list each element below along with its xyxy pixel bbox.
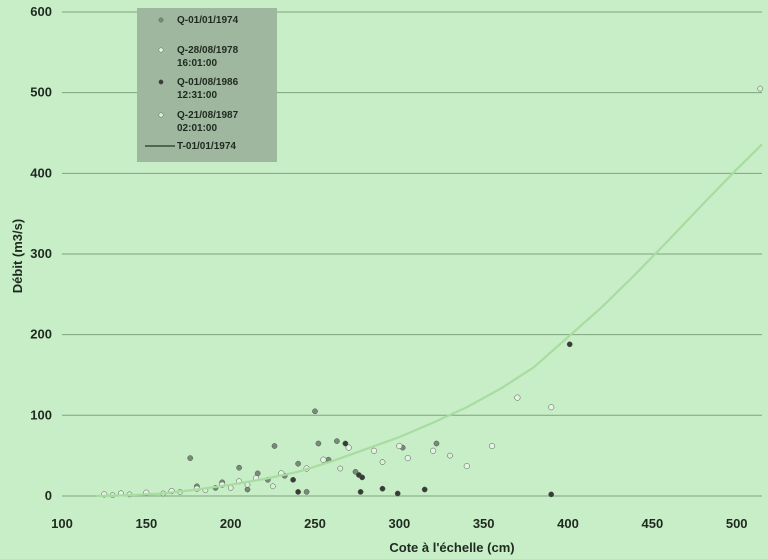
data-point-3 [447,452,453,459]
data-point-1 [430,447,437,454]
data-point-0 [295,460,301,467]
data-point-1 [548,404,555,411]
x-tick-label: 300 [388,516,410,531]
data-point-1 [396,442,403,450]
data-point-2 [421,486,428,493]
legend-label-line: 02:01:00 [177,123,217,134]
data-point-2 [359,474,366,481]
y-tick-label: 300 [30,246,52,261]
data-point-0 [236,464,242,471]
x-tick-label: 150 [135,516,157,531]
x-tick-label: 100 [51,516,73,531]
legend-marker [158,17,164,23]
data-point-0 [315,440,322,447]
x-tick-label: 400 [557,516,579,531]
legend-marker [158,47,164,53]
x-tick-label: 500 [726,516,748,531]
x-tick-label: 200 [220,516,242,531]
data-point-1 [404,455,411,462]
data-point-3 [337,465,344,472]
x-axis-title: Cote à l'échelle (cm) [389,540,514,555]
y-axis-title: Débit (m3/s) [10,219,25,293]
data-point-3 [269,483,276,490]
legend-label-line: Q-21/08/1987 [177,110,239,121]
legend-box [137,8,277,162]
y-tick-label: 100 [30,407,52,422]
legend-label-line: 16:01:00 [177,58,217,69]
data-point-2 [566,341,573,348]
x-tick-label: 350 [473,516,495,531]
rating-curve-line [95,143,763,498]
data-point-2 [342,440,349,447]
data-point-1 [489,442,496,450]
data-point-0 [244,486,251,493]
data-point-2 [290,476,296,483]
data-point-0 [334,438,340,444]
data-point-0 [312,408,318,415]
legend-label-line: Q-28/08/1978 [177,45,239,56]
data-point-0 [303,489,310,495]
legend-label: Q-01/08/1986 12:31:00 [177,77,239,101]
data-point-3 [379,459,386,465]
legend-label: T-01/01/1974 [177,141,236,152]
legend-marker [158,79,164,85]
legend-label-line: Q-01/01/1974 [177,15,239,26]
x-tick-label: 250 [304,516,326,531]
legend-label: Q-01/01/1974 [177,15,239,26]
x-tick-label: 450 [642,516,664,531]
legend-marker [158,112,164,118]
data-point-1 [514,394,521,401]
data-point-0 [433,440,440,447]
data-point-2 [548,491,555,498]
y-tick-label: 500 [30,85,52,100]
data-point-2 [295,489,301,495]
data-point-1 [463,463,470,470]
data-point-2 [357,489,364,495]
data-point-0 [271,443,278,449]
data-point-3 [757,85,764,92]
legend-label-line: 12:31:00 [177,90,217,101]
legend-label: Q-28/08/1978 16:01:00 [177,45,239,69]
data-point-1 [320,456,327,463]
data-point-1 [345,444,352,451]
data-point-3 [227,485,234,491]
legend-label-line: Q-01/08/1986 [177,77,239,88]
data-point-1 [370,447,378,454]
y-tick-label: 400 [30,165,52,180]
y-tick-label: 600 [30,4,52,19]
data-point-2 [394,490,401,497]
data-point-2 [379,485,386,492]
y-tick-label: 200 [30,327,52,342]
data-point-0 [187,455,194,461]
y-tick-label: 0 [45,488,52,503]
legend-label-line: T-01/01/1974 [177,141,236,152]
legend-label: Q-21/08/1987 02:01:00 [177,110,239,134]
